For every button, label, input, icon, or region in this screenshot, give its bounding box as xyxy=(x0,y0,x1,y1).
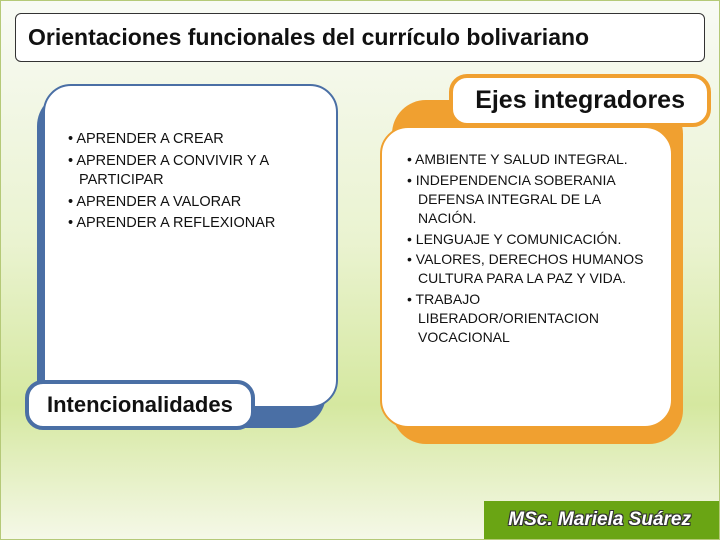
list-item: LENGUAJE Y COMUNICACIÓN. xyxy=(404,230,653,249)
list-item: APRENDER A CREAR xyxy=(65,130,316,150)
list-item: APRENDER A REFLEXIONAR xyxy=(65,214,316,234)
list-item: VALORES, DERECHOS HUMANOS CULTURA PARA L… xyxy=(404,250,653,288)
list-item: APRENDER A VALORAR xyxy=(65,193,316,213)
left-card-front: APRENDER A CREAR APRENDER A CONVIVIR Y A… xyxy=(43,84,338,408)
right-card: Ejes integradores AMBIENTE Y SALUD INTEG… xyxy=(378,82,683,422)
page-title: Orientaciones funcionales del currículo … xyxy=(15,13,705,62)
left-badge: Intencionalidades xyxy=(25,380,255,430)
right-list: AMBIENTE Y SALUD INTEGRAL. INDEPENDENCIA… xyxy=(404,150,653,347)
footer-credit: MSc. Mariela Suárez xyxy=(484,501,719,539)
list-item: AMBIENTE Y SALUD INTEGRAL. xyxy=(404,150,653,169)
left-list: APRENDER A CREAR APRENDER A CONVIVIR Y A… xyxy=(65,130,316,234)
left-card: APRENDER A CREAR APRENDER A CONVIVIR Y A… xyxy=(37,82,342,422)
list-item: APRENDER A CONVIVIR Y A PARTICIPAR xyxy=(65,152,316,191)
cards-row: APRENDER A CREAR APRENDER A CONVIVIR Y A… xyxy=(1,62,719,422)
list-item: TRABAJO LIBERADOR/ORIENTACION VOCACIONAL xyxy=(404,290,653,347)
right-badge: Ejes integradores xyxy=(449,74,711,127)
right-card-front: AMBIENTE Y SALUD INTEGRAL. INDEPENDENCIA… xyxy=(380,126,673,428)
list-item: INDEPENDENCIA SOBERANIA DEFENSA INTEGRAL… xyxy=(404,171,653,228)
